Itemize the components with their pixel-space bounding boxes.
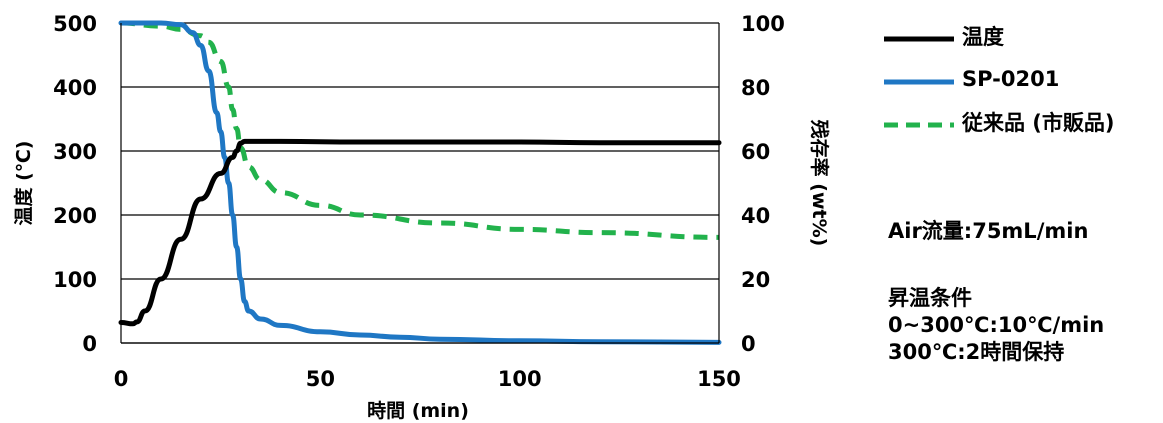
y-right-tick-label-2: 40 (741, 204, 770, 228)
legend-swatch-conventional (884, 116, 954, 128)
x-axis-title: 時間 (min) (367, 400, 469, 422)
series-line-0 (118, 138, 722, 327)
heating-conditions-line2: 300℃:2時間保持 (888, 340, 1065, 364)
heating-conditions-line1: 0~300℃:10℃/min (888, 313, 1105, 337)
y-right-tick-label-4: 80 (741, 76, 770, 100)
legend-label-sp0201: SP-0201 (962, 66, 1060, 91)
legend-label-temperature: 温度 (962, 24, 1004, 49)
series-line-2 (120, 20, 720, 240)
x-tick-label-1: 50 (306, 367, 335, 391)
series-line-1 (118, 20, 722, 345)
y-left-tick-label-3: 300 (53, 140, 97, 164)
y-right-tick-label-5: 100 (741, 12, 785, 36)
axes (120, 23, 720, 344)
y-left-tick-label-2: 200 (53, 204, 97, 228)
heating-conditions-title: 昇温条件 (888, 286, 972, 310)
series-lines (118, 20, 722, 345)
y-left-tick-label-5: 500 (53, 12, 97, 36)
legend-item-temperature: 温度 (884, 14, 1115, 57)
x-tick-label-3: 150 (697, 367, 741, 391)
air-flow-note: Air流量:75mL/min (888, 219, 1089, 243)
y-left-tick-label-4: 400 (53, 76, 97, 100)
x-tick-label-0: 0 (114, 367, 129, 391)
legend-item-sp0201: SP-0201 (884, 57, 1115, 100)
y-right-tick-label-3: 60 (741, 140, 770, 164)
legend-swatch-temperature (884, 30, 954, 42)
y-right-tick-label-0: 0 (741, 332, 756, 356)
y-left-axis-title: 温度 (℃) (12, 141, 35, 226)
legend: 温度 SP-0201 従来品 (市販品) (884, 14, 1115, 143)
x-tick-label-2: 100 (498, 367, 542, 391)
legend-swatch-sp0201 (884, 73, 954, 85)
y-left-tick-label-0: 0 (82, 332, 97, 356)
y-right-axis-title: 残存率 (wt%) (808, 120, 831, 247)
heating-conditions: 昇温条件 0~300℃:10℃/min 300℃:2時間保持 (888, 285, 1104, 366)
legend-item-conventional: 従来品 (市販品) (884, 100, 1115, 143)
y-left-tick-label-1: 100 (53, 268, 97, 292)
legend-label-conventional: 従来品 (市販品) (962, 110, 1115, 135)
y-right-tick-label-1: 20 (741, 268, 770, 292)
